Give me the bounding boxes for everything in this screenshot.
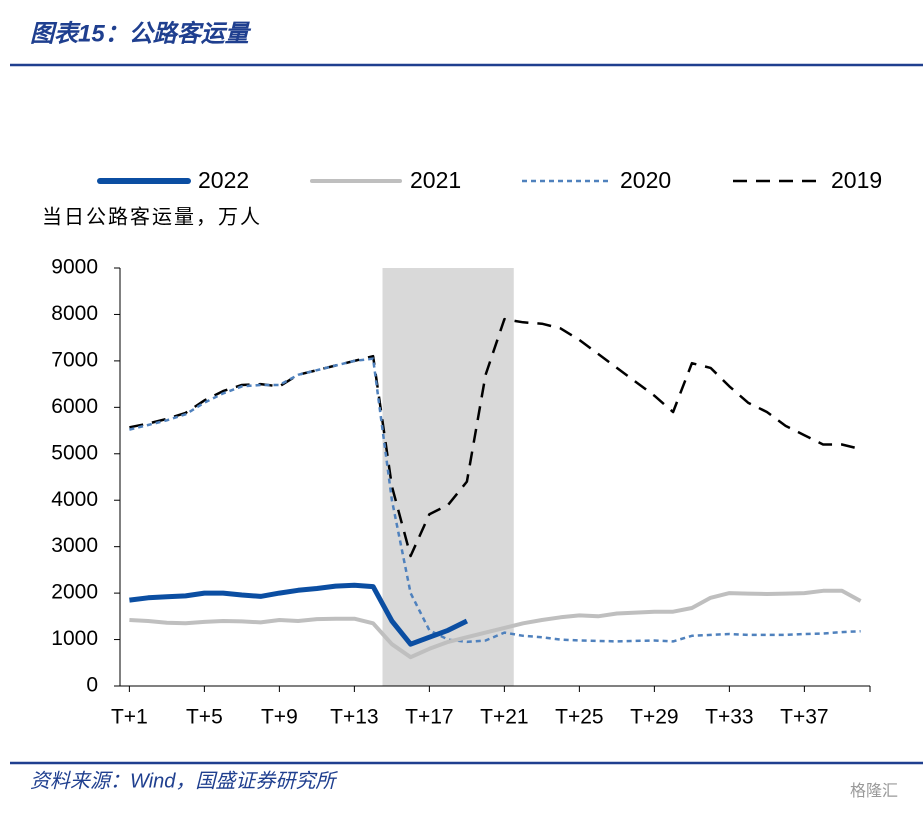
legend-label: 2020	[620, 167, 671, 193]
y-tick-label: 3000	[51, 534, 98, 557]
y-tick-label: 0	[86, 674, 98, 697]
y-axis-label: 当日公路客运量，万人	[42, 205, 262, 228]
series-line	[129, 588, 862, 660]
highlight-band	[382, 268, 514, 686]
y-tick-label: 6000	[51, 395, 98, 418]
y-tick-label: 5000	[51, 441, 98, 464]
x-tick-label: T+29	[630, 706, 678, 729]
legend-label: 2021	[410, 167, 461, 193]
x-tick-label: T+37	[780, 706, 828, 729]
series-line	[129, 357, 861, 644]
y-tick-label: 9000	[51, 256, 98, 279]
x-tick-label: T+21	[480, 706, 528, 729]
y-tick-label: 4000	[51, 488, 98, 511]
y-tick-label: 2000	[51, 581, 98, 604]
chart-title: 图表15：公路客运量	[30, 20, 252, 47]
x-tick-label: T+9	[261, 706, 298, 729]
legend-label: 2022	[198, 167, 249, 193]
y-tick-label: 7000	[51, 348, 98, 371]
watermark: 格隆汇	[850, 782, 898, 800]
x-tick-label: T+5	[186, 706, 223, 729]
x-tick-label: T+25	[555, 706, 603, 729]
x-tick-label: T+13	[330, 706, 378, 729]
legend-label: 2019	[831, 167, 882, 193]
y-tick-label: 8000	[51, 302, 98, 325]
x-tick-label: T+17	[405, 706, 453, 729]
source: 资料来源：Wind，国盛证券研究所	[30, 770, 338, 792]
y-tick-label: 1000	[51, 627, 98, 650]
x-tick-label: T+1	[111, 706, 148, 729]
x-tick-label: T+33	[705, 706, 753, 729]
series-line	[129, 582, 469, 647]
series-line	[129, 317, 861, 558]
